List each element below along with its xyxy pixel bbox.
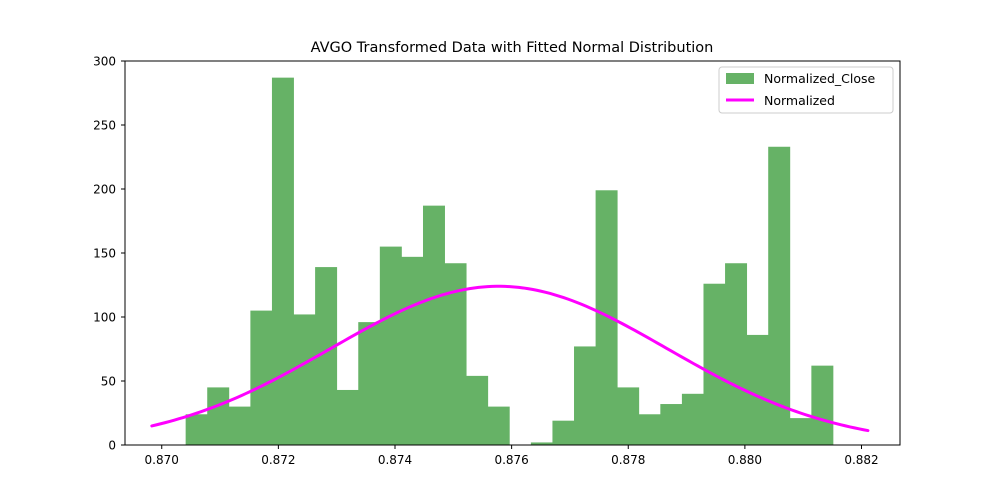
histogram-bar	[811, 365, 834, 445]
histogram-bar	[746, 334, 769, 445]
y-tick-label: 300	[93, 55, 116, 69]
histogram-bar	[703, 283, 726, 445]
x-tick-label: 0.876	[494, 453, 528, 467]
histogram-bar	[228, 406, 251, 445]
y-tick-label: 0	[108, 439, 116, 453]
legend-label-histogram: Normalized_Close	[764, 71, 875, 86]
histogram-bar	[789, 418, 812, 445]
histogram-bar	[530, 442, 553, 445]
histogram-bar	[379, 246, 402, 445]
fitted-normal-curve	[150, 284, 870, 433]
y-tick-label: 150	[93, 247, 116, 261]
histogram-bar	[552, 420, 575, 445]
histogram-bar	[638, 414, 661, 445]
histogram-bar	[271, 77, 294, 445]
histogram-bar	[768, 146, 791, 445]
y-tick-label: 50	[101, 375, 116, 389]
histogram-bar	[250, 310, 273, 445]
x-tick-label: 0.870	[145, 453, 179, 467]
y-axis: 0 50 100 150 200 250 300	[93, 55, 125, 453]
histogram-bar	[487, 406, 510, 445]
histogram-bar	[466, 375, 489, 445]
histogram-bar	[444, 263, 467, 445]
x-tick-label: 0.882	[844, 453, 878, 467]
histogram-bar	[660, 404, 683, 445]
histogram-bar	[681, 393, 704, 445]
histogram-bar	[185, 414, 208, 445]
y-tick-label: 250	[93, 119, 116, 133]
legend-box	[718, 66, 894, 114]
histogram-bar	[401, 256, 424, 445]
histogram-bars	[185, 77, 834, 445]
x-tick-label: 0.880	[728, 453, 762, 467]
legend-swatch-histogram	[726, 73, 754, 84]
legend: Normalized_Close Normalized	[718, 66, 894, 114]
histogram-bar	[595, 190, 618, 445]
histogram-bar	[422, 205, 445, 445]
x-tick-label: 0.878	[611, 453, 645, 467]
histogram-bar	[358, 322, 381, 445]
y-tick-label: 200	[93, 183, 116, 197]
y-tick-label: 100	[93, 311, 116, 325]
x-tick-label: 0.874	[378, 453, 412, 467]
histogram-bar	[574, 346, 596, 445]
fitted-curve-layer	[150, 284, 870, 433]
legend-label-curve: Normalized	[764, 93, 835, 108]
x-tick-label: 0.872	[261, 453, 295, 467]
histogram-bar	[207, 387, 230, 445]
histogram-bar	[336, 389, 359, 445]
histogram-bar	[315, 267, 338, 445]
histogram-bar	[293, 314, 316, 445]
x-axis: 0.870 0.872 0.874 0.876 0.878 0.880 0.882	[145, 445, 879, 467]
histogram-bar	[725, 263, 748, 445]
chart-title: AVGO Transformed Data with Fitted Normal…	[311, 40, 714, 56]
histogram-bar	[617, 387, 640, 445]
